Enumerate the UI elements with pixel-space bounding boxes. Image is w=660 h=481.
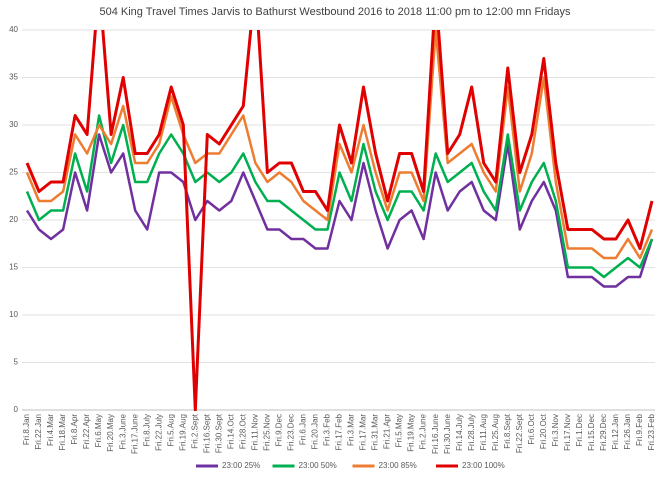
x-tick-label: Fri.17.June (130, 413, 139, 454)
x-tick-label: Fri.21.Apr (383, 414, 392, 449)
x-tick-label: Fri.9.Feb (635, 413, 644, 446)
x-tick-label: Fri.20.Oct (539, 413, 548, 449)
x-tick-label: Fri.14.Oct (226, 413, 235, 449)
x-tick-label: Fri.19.May (407, 414, 416, 452)
x-tick-label: Fri.5.May (395, 414, 404, 447)
x-tick-label: Fri.18.Mar (58, 414, 67, 451)
chart-title: 504 King Travel Times Jarvis to Bathurst… (99, 6, 571, 18)
x-tick-label: Fri.20.May (106, 414, 115, 452)
x-tick-label: Fri.22.Sept (515, 413, 524, 453)
x-tick-label: Fri.2.June (419, 413, 428, 449)
plot-area (25, 30, 654, 411)
x-tick-label: Fri.17.Nov (563, 414, 572, 451)
x-tick-label: Fri.29.Dec (599, 414, 608, 451)
x-tick-label: Fri.17.Feb (335, 413, 344, 450)
x-tick-label: Fri.4.Mar (46, 414, 55, 446)
x-tick-label: Fri.6.May (94, 414, 103, 447)
series-line (25, 114, 654, 279)
x-tick-label: Fri.3.June (118, 413, 127, 449)
x-tick-label: Fri.3.Mar (347, 414, 356, 446)
x-tick-label: Fri.22.Jan (34, 414, 43, 450)
x-tick-label: Fri.28.Oct (238, 413, 247, 449)
y-tick-label: 15 (9, 263, 18, 272)
x-tick-label: Fri.3.Feb (323, 413, 332, 446)
x-tick-label: Fri.25.Nov (262, 414, 271, 451)
x-tick-label: Fri.28.July (467, 414, 476, 451)
legend-label: 23:00 50% (299, 461, 337, 470)
legend-label: 23:00 100% (462, 461, 505, 470)
x-tick-label: Fri.11.Aug (479, 414, 488, 450)
x-tick-label: Fri.30.June (443, 413, 452, 454)
y-tick-label: 25 (9, 168, 18, 177)
y-tick-label: 10 (9, 310, 18, 319)
x-tick-label: Fri.22.July (154, 414, 163, 451)
x-tick-label: Fri.8.Sept (503, 413, 512, 448)
x-tick-label: Fri.3.Nov (551, 414, 560, 446)
x-tick-label: Fri.16.Sept (202, 413, 211, 453)
x-tick-label: Fri.5.Aug (166, 414, 175, 446)
x-tick-label: Fri.30.Sept (214, 413, 223, 453)
series-line (25, 133, 654, 288)
x-tick-label: Fri.11.Nov (250, 414, 259, 450)
y-tick-label: 40 (9, 25, 18, 34)
series-line (25, 30, 654, 260)
x-tick-label: Fri.8.Jan (22, 414, 31, 445)
x-tick-label: Fri.6.Jan (299, 414, 308, 445)
y-tick-label: 35 (9, 73, 18, 82)
x-tick-label: Fri.9.Dec (275, 414, 284, 446)
x-tick-label: Fri.26.Jan (623, 414, 632, 450)
y-tick-label: 30 (9, 120, 18, 129)
x-tick-label: Fri.19.Aug (178, 414, 187, 451)
x-tick-label: Fri.23.Dec (287, 414, 296, 451)
x-tick-label: Fri.22.Apr (82, 414, 91, 449)
x-tick-label: Fri.20.Jan (311, 414, 320, 450)
x-tick-label: Fri.14.July (455, 414, 464, 451)
x-tick-label: Fri.2.Sept (190, 413, 199, 448)
x-tick-label: Fri.1.Dec (575, 414, 584, 446)
x-tick-label: Fri.25.Aug (491, 414, 500, 451)
x-tick-label: Fri.15.Dec (587, 414, 596, 451)
series-line (25, 30, 654, 411)
x-tick-label: Fri.17.Mar (359, 414, 368, 451)
x-tick-label: Fri.8.July (142, 414, 151, 446)
legend-label: 23:00 25% (222, 461, 260, 470)
x-tick-label: Fri.23.Feb (647, 413, 656, 450)
x-tick-label: Fri.16.June (431, 413, 440, 454)
y-tick-label: 20 (9, 215, 18, 224)
x-tick-label: Fri.31.Mar (371, 414, 380, 451)
legend-label: 23:00 85% (379, 461, 417, 470)
y-tick-label: 0 (14, 405, 19, 414)
x-tick-label: Fri.8.Apr (70, 414, 79, 445)
y-tick-label: 5 (14, 358, 19, 367)
x-tick-label: Fri.12.Jan (611, 414, 620, 450)
x-tick-label: Fri.6.Oct (527, 413, 536, 444)
